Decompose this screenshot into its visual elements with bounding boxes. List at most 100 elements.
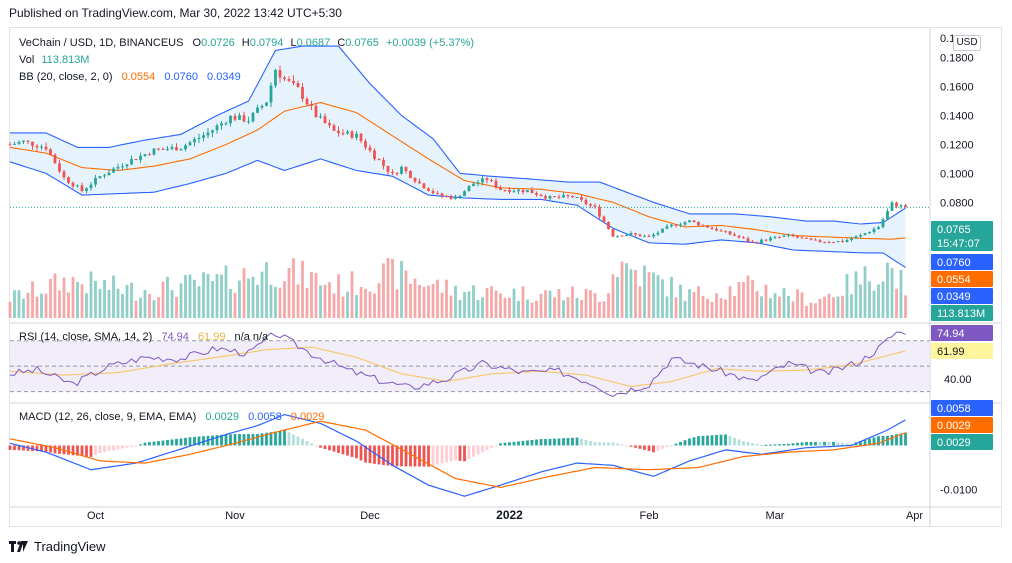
candle-body	[706, 225, 709, 228]
candle-body	[679, 224, 682, 226]
volume-bar	[643, 265, 646, 318]
candle-body	[80, 185, 84, 192]
candle-body	[35, 145, 39, 148]
macd-histogram-bar	[472, 445, 475, 457]
macd-histogram-bar	[746, 442, 750, 446]
volume-bar	[877, 284, 880, 318]
candle-body	[827, 241, 831, 243]
volume-bar	[197, 286, 201, 318]
volume-bar	[764, 284, 768, 318]
legend-open-label: O	[193, 37, 202, 49]
macd-histogram-bar	[431, 445, 435, 466]
volume-bar	[116, 288, 120, 318]
price-tick-label: 0.1800	[940, 53, 974, 65]
candle-body	[548, 196, 552, 199]
time-tick-label: Apr	[906, 510, 923, 522]
volume-bar	[184, 275, 187, 318]
candle-body	[665, 226, 669, 229]
volume-bar	[503, 297, 507, 318]
macd-histogram-bar	[71, 445, 75, 456]
macd-histogram-bar	[607, 442, 610, 446]
macd-histogram-bar	[85, 445, 88, 457]
volume-bar	[328, 282, 331, 318]
macd-histogram-bar	[76, 445, 79, 456]
currency-button[interactable]: USD	[953, 35, 981, 51]
candle-body	[296, 82, 300, 88]
volume-bar	[364, 288, 367, 318]
candle-body	[544, 196, 547, 199]
macd-histogram-bar	[589, 441, 592, 446]
volume-bar	[859, 284, 862, 318]
volume-bar	[238, 280, 241, 318]
tradingview-logo-icon	[9, 540, 28, 552]
macd-histogram-bar	[301, 438, 304, 446]
volume-bar	[220, 274, 223, 318]
volume-bar	[476, 300, 480, 318]
candle-body	[350, 131, 354, 138]
volume-bar	[278, 287, 282, 318]
macd-histogram-bar	[611, 442, 615, 446]
main-legend: VeChain / USD, 1D, BINANCEUS O0.0726 H0.…	[19, 37, 474, 49]
volume-bar	[517, 301, 520, 318]
macd-histogram-bar	[782, 443, 786, 446]
volume-bar	[598, 301, 601, 318]
volume-bar	[121, 294, 124, 318]
candle-body	[413, 177, 417, 182]
candle-body	[94, 177, 97, 185]
macd-histogram-bar	[80, 445, 84, 457]
macd-histogram-bar	[134, 445, 138, 447]
rsi-sma-badge: 61.99	[931, 343, 993, 359]
macd-histogram-bar	[233, 434, 237, 446]
candle-body	[710, 227, 714, 229]
candle-body	[40, 146, 43, 148]
macd-histogram-bar	[229, 434, 232, 446]
volume-bar	[629, 269, 633, 318]
candle-body	[121, 166, 124, 168]
volume-bar	[485, 288, 489, 318]
legend-macd-label: MACD (12, 26, close, 9, EMA, EMA)	[19, 411, 196, 423]
bb-fill	[10, 46, 906, 268]
volume-bar	[467, 291, 471, 318]
volume-bar	[85, 293, 88, 318]
volume-bar	[80, 284, 84, 318]
macd-histogram-bar	[701, 435, 705, 446]
volume-bar	[188, 274, 192, 318]
volume-bar	[580, 299, 583, 318]
macd-histogram-bar	[715, 435, 718, 446]
macd-histogram-bar	[94, 445, 97, 455]
volume-bar	[44, 293, 48, 318]
candle-body	[211, 130, 214, 133]
candle-body	[328, 123, 331, 126]
macd-histogram-bar	[17, 445, 21, 451]
candle-body	[553, 196, 556, 198]
candle-body	[449, 196, 453, 199]
macd-histogram-bar	[161, 440, 165, 446]
macd-histogram-bar	[305, 441, 309, 446]
candle-body	[796, 236, 799, 238]
volume-bar	[332, 293, 336, 318]
macd-histogram-bar	[395, 445, 399, 467]
macd-signal-badge: 0.0029	[931, 417, 993, 433]
macd-histogram-bar	[868, 438, 871, 446]
macd-histogram-bar	[413, 445, 417, 467]
candle-body	[485, 178, 489, 181]
candle-body	[197, 137, 201, 140]
legend-vol-label: Vol	[19, 54, 34, 66]
candle-body	[508, 190, 511, 193]
candle-body	[260, 105, 264, 108]
candle-body	[364, 141, 367, 148]
volume-bar	[899, 269, 903, 318]
volume-bar	[170, 290, 174, 318]
volume-bar	[778, 296, 781, 318]
legend-symbol: VeChain / USD, 1D, BINANCEUS	[19, 37, 183, 49]
macd-histogram-bar	[890, 435, 894, 446]
volume-bar	[40, 293, 43, 318]
macd-histogram-bar	[764, 444, 768, 446]
volume-bar	[791, 301, 795, 318]
candle-body	[521, 189, 525, 193]
candle-body	[503, 189, 507, 191]
volume-bar	[386, 258, 390, 318]
macd-histogram-bar	[544, 438, 547, 446]
macd-histogram-bar	[737, 439, 741, 446]
